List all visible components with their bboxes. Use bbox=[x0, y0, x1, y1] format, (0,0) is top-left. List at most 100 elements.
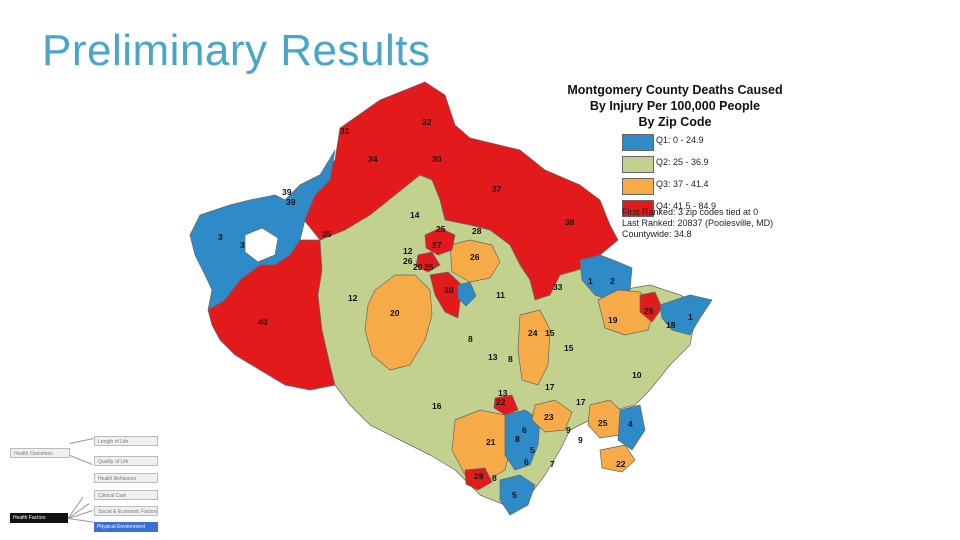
map-region-q4-25 bbox=[415, 251, 441, 273]
zip-label: 14 bbox=[410, 210, 420, 220]
map-region-q4-22 bbox=[493, 394, 519, 416]
countywide-text: Countywide: 34.8 bbox=[622, 229, 692, 239]
last-ranked-text: Last Ranked: 20837 (Poolesville, MD) bbox=[622, 218, 774, 228]
zip-label: 1 bbox=[688, 312, 693, 322]
zip-label: 21 bbox=[486, 437, 496, 447]
map-region-q4-30 bbox=[429, 271, 463, 319]
zip-label: 9 bbox=[578, 435, 583, 445]
zip-label: 24 bbox=[528, 328, 538, 338]
legend-label: Q3: 37 - 41.4 bbox=[656, 179, 709, 189]
zip-label: 20 bbox=[413, 262, 423, 272]
zip-label: 28 bbox=[472, 226, 482, 236]
zip-label: 22 bbox=[616, 459, 626, 469]
zip-label: 23 bbox=[544, 412, 554, 422]
map-region-q4-25-east bbox=[639, 291, 663, 323]
map-region-q1-5 bbox=[499, 474, 536, 516]
zip-label: 8 bbox=[508, 354, 513, 364]
zip-label: 30 bbox=[432, 154, 442, 164]
zip-label: 30 bbox=[444, 285, 454, 295]
map-region-q3-22 bbox=[599, 444, 636, 473]
map-region-q4-27 bbox=[424, 227, 456, 256]
zip-labels: 32 31 34 30 39 39 37 14 35 38 3 3 25 28 … bbox=[218, 117, 693, 500]
map-stats: First Ranked: 3 zip codes tied at 0 Last… bbox=[622, 207, 773, 240]
zip-label: 28 bbox=[474, 471, 484, 481]
zip-label: 20 bbox=[390, 308, 400, 318]
map-region-q1-east bbox=[659, 294, 713, 336]
zip-label: 37 bbox=[492, 184, 502, 194]
zip-label: 4 bbox=[628, 419, 633, 429]
map-region-q3-24 bbox=[517, 309, 551, 386]
zip-label: 15 bbox=[564, 343, 574, 353]
clinical-care-box: Clinical Care bbox=[94, 490, 158, 500]
zip-label: 17 bbox=[576, 397, 586, 407]
zip-label: 15 bbox=[545, 328, 555, 338]
zip-label: 9 bbox=[566, 425, 571, 435]
zip-label: 25 bbox=[424, 262, 434, 272]
zip-label: 7 bbox=[550, 459, 555, 469]
physical-environment-box: Physical Environment bbox=[94, 522, 158, 532]
zip-label: 2 bbox=[610, 276, 615, 286]
map-region-q3-21 bbox=[451, 409, 513, 483]
connector-line bbox=[69, 438, 94, 444]
zip-label: 34 bbox=[368, 154, 378, 164]
legend-label: Q4: 41.5 - 84.9 bbox=[656, 201, 717, 211]
map-region-q3-26 bbox=[449, 239, 501, 283]
zip-label: 25 bbox=[644, 306, 654, 316]
map-region-q1-1-north bbox=[457, 281, 477, 307]
zip-label: 22 bbox=[496, 397, 506, 407]
quality-of-life-box: Quality of Life bbox=[94, 456, 158, 466]
zip-label: 31 bbox=[340, 126, 350, 136]
legend-swatch bbox=[622, 200, 654, 217]
map-region-q1-south bbox=[504, 409, 541, 471]
health-factors-box: Health Factors bbox=[10, 513, 68, 523]
map-title-line: By Zip Code bbox=[638, 115, 712, 129]
zip-label: 33 bbox=[553, 282, 563, 292]
social-economic-box: Social & Economic Factors bbox=[94, 506, 158, 516]
map-region-q3-23 bbox=[531, 399, 573, 433]
zip-label: 26 bbox=[470, 252, 480, 262]
zip-label: 6 bbox=[522, 425, 527, 435]
zip-label: 25 bbox=[598, 418, 608, 428]
zip-label: 3 bbox=[218, 232, 223, 242]
zip-label: 32 bbox=[422, 117, 432, 127]
zip-label: 8 bbox=[492, 473, 497, 483]
health-model-diagram: Health Outcomes Length of Life Quality o… bbox=[10, 430, 180, 535]
first-ranked-text: First Ranked: 3 zip codes tied at 0 bbox=[622, 207, 759, 217]
slide-title: Preliminary Results bbox=[42, 26, 431, 75]
zip-label: 5 bbox=[530, 445, 535, 455]
zip-label: 16 bbox=[432, 401, 442, 411]
connector-line bbox=[69, 455, 93, 465]
map-region-q1-4 bbox=[617, 404, 646, 451]
map-region-q4-28 bbox=[464, 467, 493, 491]
length-of-life-box: Length of Life bbox=[94, 436, 158, 446]
map-title: Montgomery County Deaths Caused By Injur… bbox=[540, 82, 810, 130]
zip-label: 39 bbox=[282, 187, 292, 197]
zip-label: 19 bbox=[608, 315, 618, 325]
zip-label: 6 bbox=[524, 457, 529, 467]
zip-label: 10 bbox=[632, 370, 642, 380]
zip-label: 40 bbox=[258, 317, 268, 327]
legend-swatch bbox=[622, 178, 654, 195]
zip-label: 13 bbox=[488, 352, 498, 362]
connector-line bbox=[67, 518, 94, 523]
zip-label: 35 bbox=[322, 229, 332, 239]
zip-label: 11 bbox=[496, 290, 505, 300]
zip-label: 26 bbox=[403, 256, 413, 266]
legend-swatch bbox=[622, 156, 654, 173]
zip-label: 8 bbox=[468, 334, 473, 344]
map-region-q3-20 bbox=[364, 274, 433, 371]
map-region-q2-central bbox=[317, 174, 701, 506]
map-title-line: Montgomery County Deaths Caused bbox=[567, 83, 783, 97]
zip-label: 25 bbox=[436, 224, 446, 234]
zip-label: 1 bbox=[588, 276, 593, 286]
map-title-line: By Injury Per 100,000 People bbox=[589, 99, 761, 113]
zip-label: 12 bbox=[348, 293, 358, 303]
zip-label: 39 bbox=[286, 197, 296, 207]
zip-label: 18 bbox=[666, 320, 676, 330]
zip-label: 3 bbox=[240, 240, 245, 250]
health-outcomes-box: Health Outcomes bbox=[10, 448, 70, 458]
zip-label: 27 bbox=[432, 240, 442, 250]
zip-label: 13 bbox=[498, 388, 508, 398]
legend-label: Q2: 25 - 36.9 bbox=[656, 157, 709, 167]
